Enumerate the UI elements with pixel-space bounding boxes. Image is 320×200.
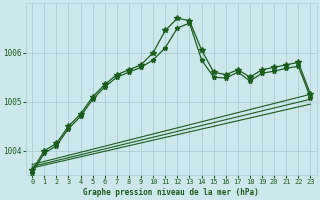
X-axis label: Graphe pression niveau de la mer (hPa): Graphe pression niveau de la mer (hPa) [84, 188, 259, 197]
